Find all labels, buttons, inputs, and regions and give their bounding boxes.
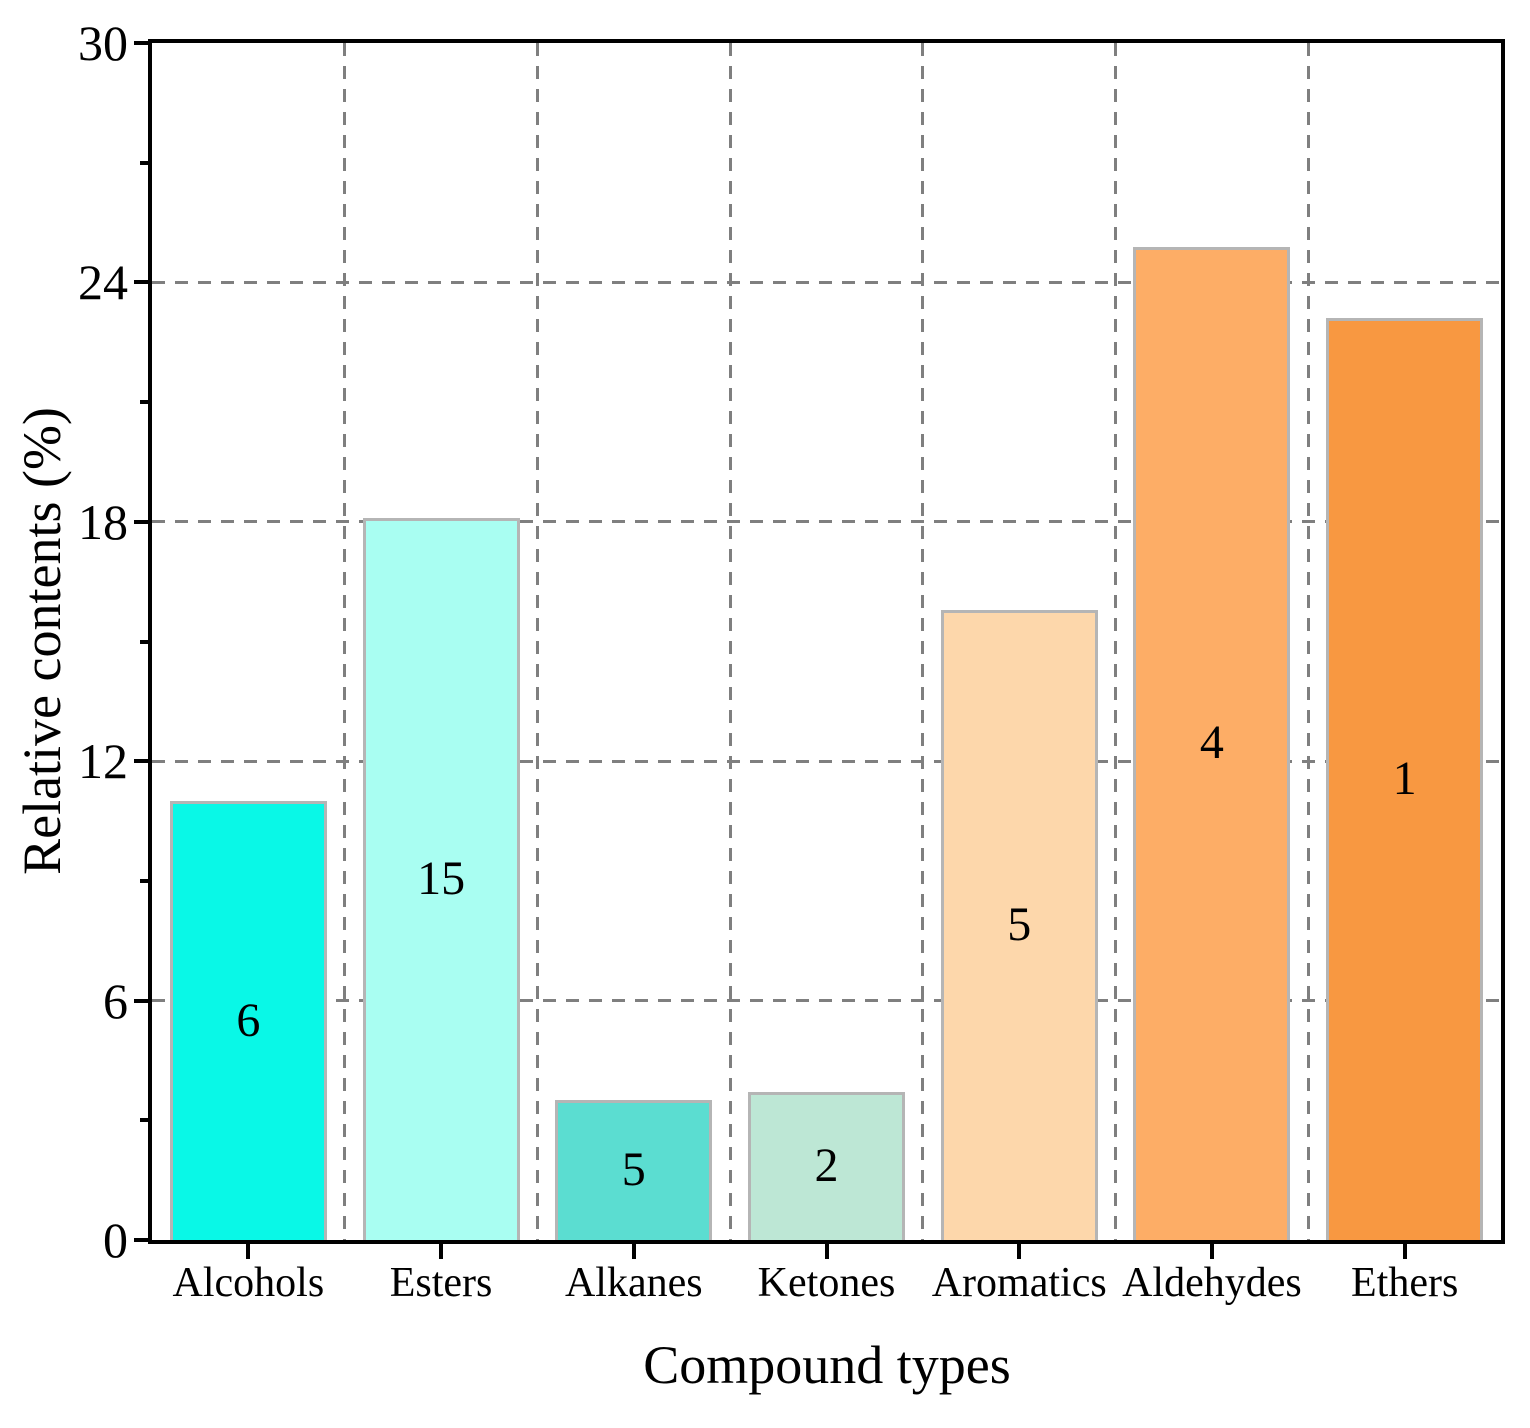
y-axis-tick-label: 24	[78, 254, 128, 311]
v-gridline	[728, 43, 732, 1240]
x-axis-tick	[824, 1244, 829, 1259]
h-gridline	[152, 520, 1501, 524]
y-axis-major-tick	[134, 998, 148, 1003]
bar-ketones: 2	[748, 1092, 905, 1240]
y-axis-minor-tick	[140, 160, 148, 165]
y-axis-major-tick	[134, 41, 148, 45]
y-axis-minor-tick	[140, 639, 148, 644]
h-gridline	[152, 999, 1501, 1003]
bar-aldehydes: 4	[1133, 246, 1291, 1240]
y-axis-minor-tick	[140, 1118, 148, 1123]
y-axis-minor-tick	[140, 400, 148, 405]
bar-value-label: 4	[1199, 716, 1224, 770]
plot-area: 6 15 5 2 5 4 1	[152, 43, 1501, 1240]
x-axis-tick	[1209, 1244, 1214, 1259]
y-axis-major-tick	[134, 280, 148, 285]
bar-alkanes: 5	[555, 1100, 713, 1240]
v-gridline	[1114, 43, 1118, 1240]
x-axis-tick	[1402, 1244, 1407, 1259]
y-axis-major-tick	[134, 1238, 148, 1242]
x-axis-category-label: Esters	[389, 1260, 493, 1306]
bar-value-label: 1	[1392, 752, 1417, 806]
y-axis-tick-label: 12	[78, 733, 128, 790]
x-axis-category-label: Aldehydes	[1122, 1260, 1302, 1306]
v-gridline	[1306, 43, 1310, 1240]
v-gridline	[343, 43, 347, 1240]
bar-aromatics: 5	[940, 609, 1098, 1240]
x-axis-category-label: Ethers	[1350, 1260, 1459, 1306]
y-axis-tick-label: 6	[103, 972, 128, 1029]
x-axis-category-label: Alkanes	[564, 1260, 703, 1306]
y-axis-tick-label: 30	[78, 15, 128, 71]
bar-value-label: 5	[621, 1143, 646, 1197]
y-axis-minor-tick	[140, 878, 148, 883]
x-axis-tick	[246, 1244, 251, 1259]
y-axis-tick-label: 18	[78, 493, 128, 550]
x-axis-tick	[1017, 1244, 1022, 1259]
v-gridline	[535, 43, 539, 1240]
bar-value-label: 6	[236, 993, 261, 1047]
bar-esters: 15	[362, 517, 520, 1240]
bar-ethers: 1	[1326, 318, 1484, 1240]
x-axis-tick	[439, 1244, 444, 1259]
v-gridline	[921, 43, 925, 1240]
x-axis-category-label: Aromatics	[931, 1260, 1107, 1306]
bar-alcohols: 6	[169, 801, 327, 1240]
y-axis-title: Relative contents (%)	[12, 407, 72, 875]
x-axis-category-label: Alcohols	[172, 1260, 325, 1306]
h-gridline	[152, 280, 1501, 284]
h-gridline	[152, 759, 1501, 763]
x-axis-title: Compound types	[643, 1335, 1011, 1395]
y-axis-major-tick	[134, 519, 148, 524]
bar-value-label: 15	[417, 851, 466, 905]
x-axis-tick	[631, 1244, 636, 1259]
y-axis-tick-label: 0	[103, 1212, 128, 1268]
bar-value-label: 5	[1007, 897, 1032, 951]
bar-value-label: 2	[814, 1139, 839, 1193]
y-axis-major-tick	[134, 759, 148, 764]
x-axis-category-label: Ketones	[757, 1260, 896, 1306]
